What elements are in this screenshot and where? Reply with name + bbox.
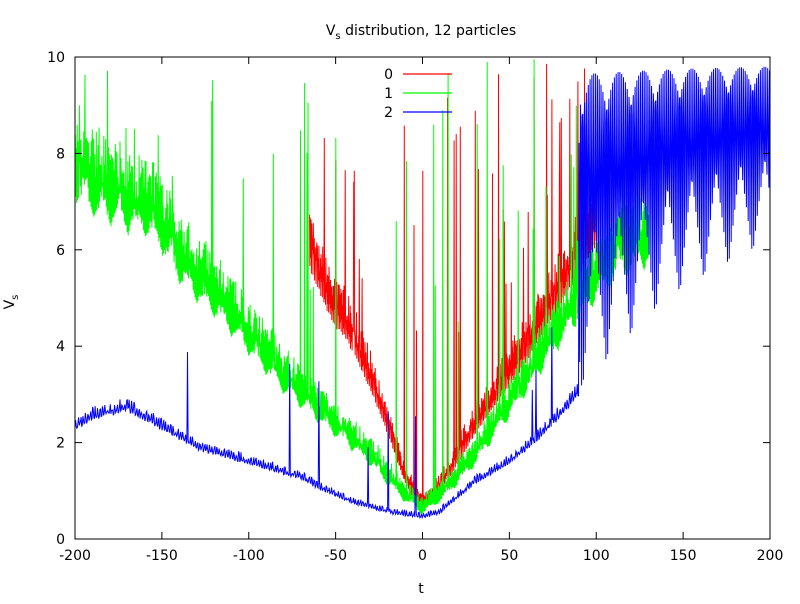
legend-label-2: 2: [384, 105, 393, 121]
x-tick-label: 0: [418, 548, 427, 564]
legend-label-0: 0: [384, 67, 393, 83]
series-line-1: [74, 59, 649, 514]
y-tick-label: 2: [56, 436, 65, 452]
y-tick-label: 4: [56, 339, 65, 355]
x-tick-label: -50: [324, 548, 347, 564]
x-tick-label: -150: [146, 548, 178, 564]
legend: 0 1 2: [384, 67, 452, 121]
chart-title: Vs distribution, 12 particles: [326, 23, 516, 42]
x-tick-label: 150: [670, 548, 697, 564]
x-tick-label: -100: [233, 548, 265, 564]
x-axis-label: t: [418, 581, 424, 597]
y-axis-label: Vs: [2, 295, 21, 310]
y-tick-label: 10: [47, 50, 65, 66]
x-tick-label: 100: [583, 548, 610, 564]
x-tick-label: 50: [500, 548, 518, 564]
series-line-0: [309, 63, 597, 511]
y-tick-label: 6: [56, 243, 65, 259]
y-tick-label: 8: [56, 146, 65, 162]
x-tick-label: 200: [757, 548, 784, 564]
x-tick-label: -200: [59, 548, 91, 564]
y-tick-label: 0: [56, 532, 65, 548]
series-layer: [74, 59, 770, 520]
series-line-2: [74, 66, 770, 520]
legend-label-1: 1: [384, 86, 393, 102]
